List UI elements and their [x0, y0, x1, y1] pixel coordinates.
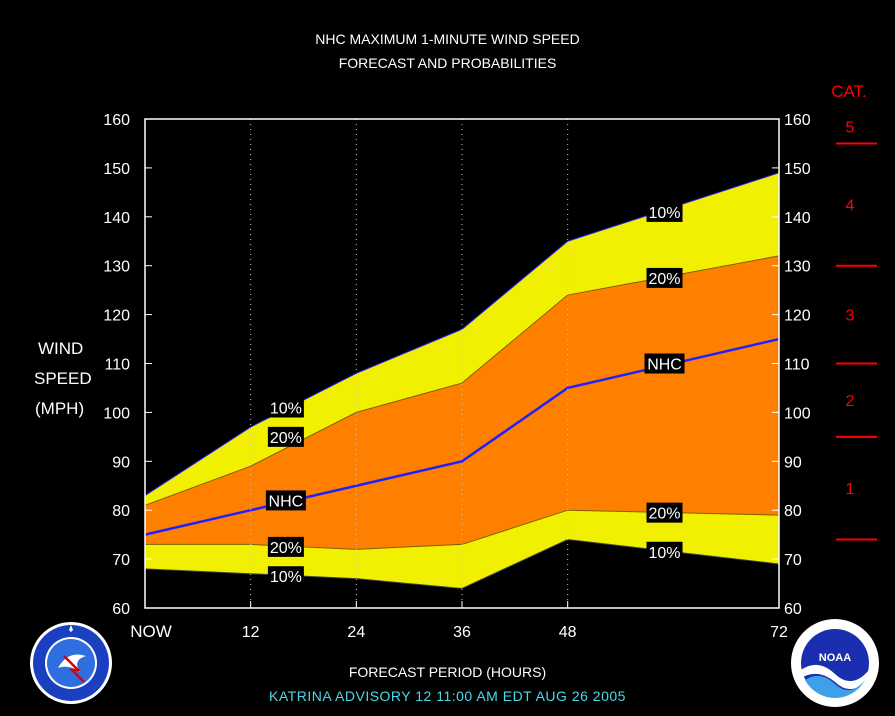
x-tick-label-36: 36 [453, 624, 471, 641]
series-label-6: 20% [649, 271, 681, 288]
x-tick-label-48: 48 [559, 624, 577, 641]
y-tick-label-left-90: 90 [112, 454, 130, 471]
category-title: CAT. [831, 82, 867, 101]
y-tick-label-right-100: 100 [784, 405, 811, 422]
series-label-0: 10% [270, 401, 302, 418]
category-label-5: 5 [846, 119, 855, 136]
x-tick-label-12: 12 [242, 624, 260, 641]
category-label-1: 1 [846, 481, 855, 498]
y-tick-label-left-120: 120 [103, 308, 130, 325]
series-label-5: 10% [649, 205, 681, 222]
series-label-box-9 [646, 541, 683, 562]
series-label-box-2 [265, 490, 306, 511]
y-tick-label-right-150: 150 [784, 161, 811, 178]
series-label-box-4 [267, 566, 304, 587]
category-label-2: 2 [846, 393, 855, 410]
chart-title-line1: NHC MAXIMUM 1-MINUTE WIND SPEED [315, 31, 580, 47]
series-label-box-0 [267, 397, 304, 418]
series-label-box-3 [267, 536, 304, 557]
y-tick-label-right-130: 130 [784, 259, 811, 276]
y-axis-label-line1: WIND [38, 339, 84, 358]
x-tick-label-24: 24 [347, 624, 365, 641]
series-label-4: 10% [270, 569, 302, 586]
x-tick-label-0: NOW [130, 622, 172, 641]
y-tick-label-right-120: 120 [784, 308, 811, 325]
category-label-3: 3 [846, 308, 855, 325]
y-tick-label-left-70: 70 [112, 552, 130, 569]
y-tick-label-left-80: 80 [112, 503, 130, 520]
noaa-logo-icon [791, 619, 879, 707]
y-axis-label-line3: (MPH) [35, 399, 85, 418]
series-label-box-6 [646, 267, 683, 288]
y-tick-label-left-100: 100 [103, 405, 130, 422]
series-label-box-7 [644, 353, 685, 374]
series-label-1: 20% [270, 430, 302, 447]
category-label-4: 4 [846, 198, 855, 215]
y-tick-label-left-110: 110 [104, 357, 130, 374]
y-tick-label-right-80: 80 [784, 503, 802, 520]
lower-20pct-line [145, 509, 780, 550]
y-tick-label-left-140: 140 [103, 210, 130, 227]
chart-title-line2: FORECAST AND PROBABILITIES [338, 55, 557, 71]
series-label-box-8 [646, 502, 683, 523]
lower-10pct-line [144, 539, 780, 589]
upper-10pct-line [144, 172, 780, 496]
series-label-8: 20% [649, 506, 681, 523]
y-tick-label-right-70: 70 [784, 552, 802, 569]
y-tick-label-right-140: 140 [784, 210, 811, 227]
y-tick-label-left-130: 130 [103, 259, 130, 276]
nws-logo-icon [30, 622, 112, 704]
inner-probability-band [145, 255, 779, 550]
series-label-9: 10% [649, 545, 681, 562]
y-axis-label-line2: SPEED [34, 369, 92, 388]
y-tick-label-left-150: 150 [103, 161, 130, 178]
y-tick-label-right-90: 90 [784, 454, 802, 471]
y-tick-label-right-160: 160 [784, 112, 811, 129]
series-label-box-1 [267, 426, 304, 447]
y-tick-label-left-60: 60 [112, 601, 130, 618]
nhc-forecast-line [144, 337, 780, 536]
x-tick-label-72: 72 [770, 624, 788, 641]
series-label-7: NHC [647, 357, 682, 374]
series-label-box-5 [646, 201, 683, 222]
series-label-3: 20% [270, 540, 302, 557]
series-label-2: NHC [269, 493, 304, 510]
y-tick-label-right-110: 110 [784, 357, 810, 374]
advisory-info: KATRINA ADVISORY 12 11:00 AM EDT AUG 26 … [269, 688, 626, 704]
upper-20pct-line [144, 255, 780, 506]
y-tick-label-left-160: 160 [103, 112, 130, 129]
noaa-logo-text: NOAA [818, 652, 852, 664]
y-tick-label-right-60: 60 [784, 601, 802, 618]
x-axis-title: FORECAST PERIOD (HOURS) [348, 664, 547, 680]
